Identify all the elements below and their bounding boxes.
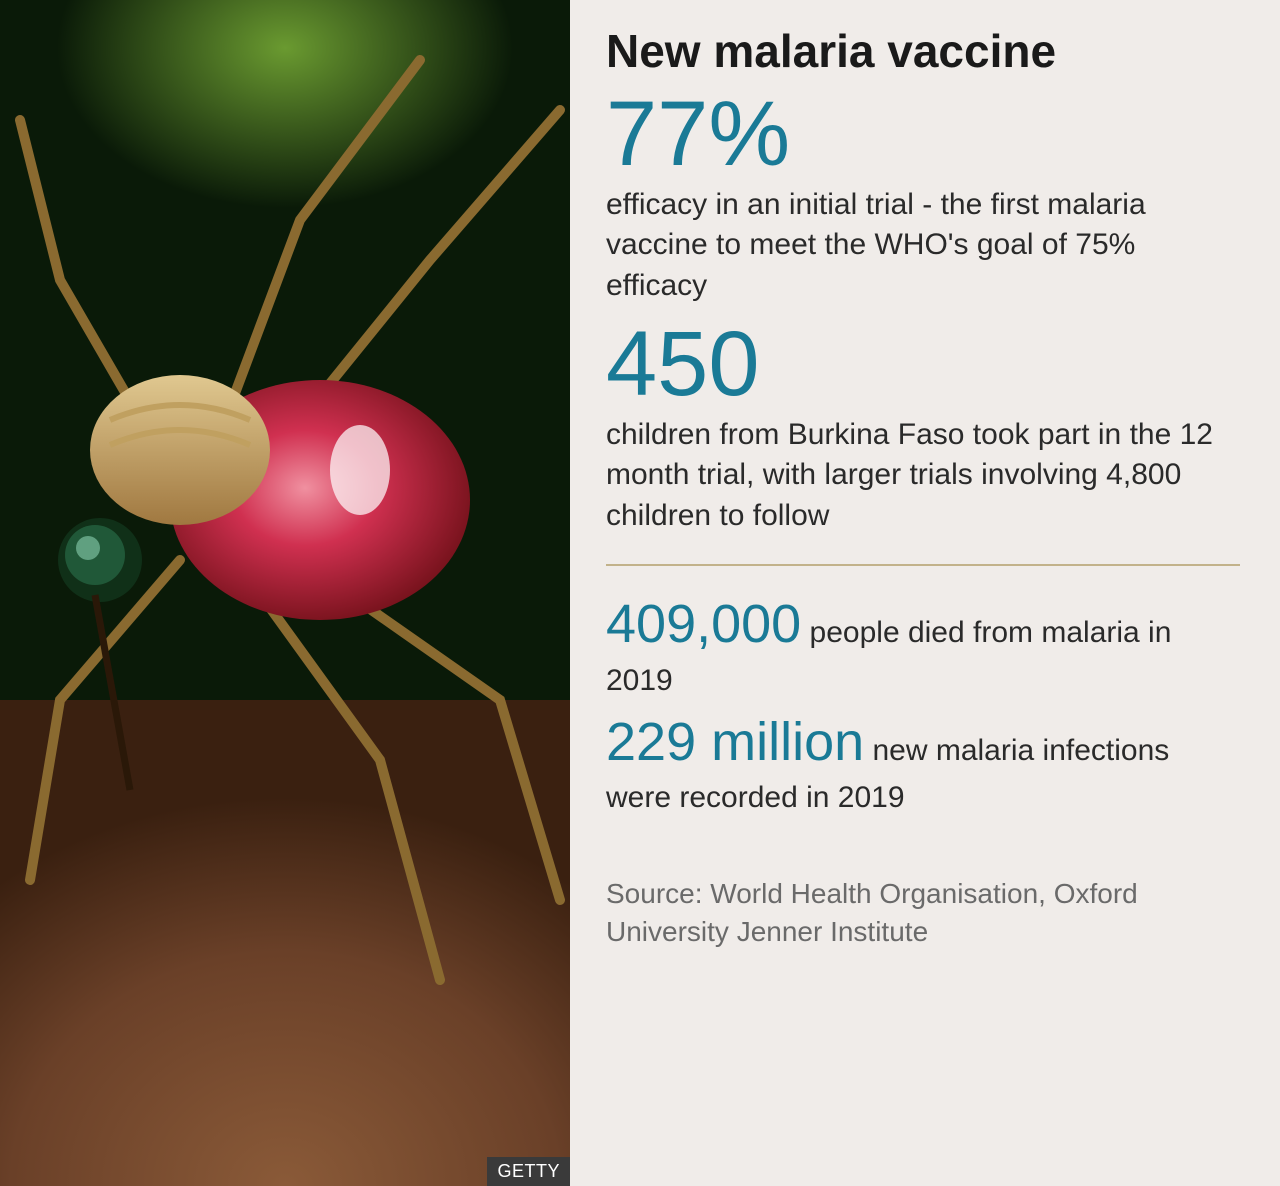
source-attribution: Source: World Health Organisation, Oxfor… (606, 875, 1240, 951)
stat-infections-value: 229 million (606, 712, 864, 772)
stat-efficacy: 77% efficacy in an initial trial - the f… (606, 86, 1240, 306)
stat-children: 450 children from Burkina Faso took part… (606, 316, 1240, 536)
section-divider (606, 564, 1240, 566)
stat-infections: 229 million new malaria infections were … (606, 706, 1240, 819)
stat-efficacy-value: 77% (606, 86, 1240, 183)
stat-deaths-value: 409,000 (606, 594, 801, 654)
mosquito-illustration (0, 0, 570, 1186)
stat-efficacy-desc: efficacy in an initial trial - the first… (606, 185, 1240, 307)
image-panel: GETTY (0, 0, 570, 1186)
stat-deaths: 409,000 people died from malaria in 2019 (606, 588, 1240, 701)
stat-children-desc: children from Burkina Faso took part in … (606, 415, 1240, 537)
image-credit-badge: GETTY (487, 1157, 570, 1186)
text-panel: New malaria vaccine 77% efficacy in an i… (570, 0, 1280, 1186)
stat-children-value: 450 (606, 316, 1240, 413)
infographic-title: New malaria vaccine (606, 24, 1240, 78)
